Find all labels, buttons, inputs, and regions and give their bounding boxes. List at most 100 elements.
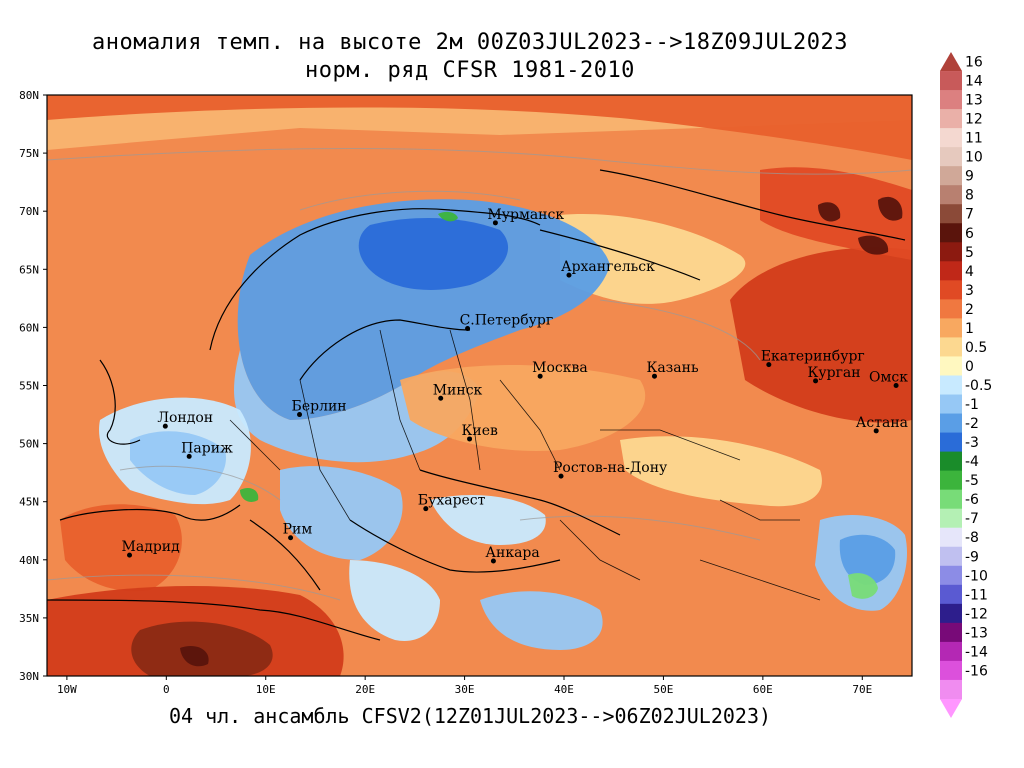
city-marker [537, 373, 543, 379]
city-marker [288, 535, 294, 541]
colorbar-swatch [940, 280, 962, 300]
lon-tick-label: 0 [163, 683, 170, 696]
city-marker [186, 453, 192, 459]
city-label: Бухарест [418, 493, 486, 509]
colorbar-swatch [940, 508, 962, 529]
colorbar-swatch [940, 413, 962, 434]
lon-tick-label: 40E [554, 683, 574, 696]
city-label: Анкара [485, 545, 539, 561]
lat-tick-label: 75N [19, 147, 39, 160]
map-title: аномалия темп. на высоте 2м 00Z03JUL2023… [92, 30, 848, 55]
colorbar-label: 10 [965, 150, 983, 166]
colorbar-swatch [940, 527, 962, 548]
city-marker [438, 395, 444, 401]
city-label: Астана [856, 415, 908, 431]
colorbar-swatch [940, 299, 962, 319]
lon-tick-label: 50E [653, 683, 673, 696]
colorbar-label: -3 [965, 435, 979, 451]
lon-tick-label: 10W [57, 683, 77, 696]
colorbar-label: 9 [965, 169, 974, 185]
lat-tick-label: 60N [19, 321, 39, 334]
colorbar-swatch [940, 128, 962, 148]
colorbar-swatch [940, 394, 962, 415]
city-marker [490, 558, 496, 564]
colorbar-label: -14 [965, 644, 988, 660]
map-subtitle: норм. ряд CFSR 1981-2010 [305, 58, 635, 83]
lat-tick-label: 55N [19, 380, 39, 393]
lat-tick-label: 80N [19, 89, 39, 102]
colorbar-swatch [940, 489, 962, 510]
colorbar-label: 0.5 [965, 340, 987, 356]
city-label: Минск [433, 382, 483, 398]
colorbar-swatch [940, 641, 962, 662]
city-label: Киев [462, 423, 498, 439]
colorbar-swatch [940, 109, 962, 129]
colorbar-swatch [940, 356, 962, 376]
city-label: Берлин [292, 399, 347, 415]
colorbar-swatch [940, 451, 962, 472]
colorbar-swatch [940, 565, 962, 586]
city-marker [566, 272, 572, 278]
colorbar-label: 13 [965, 93, 983, 109]
colorbar-label: 2 [965, 302, 974, 318]
city-label: Казань [646, 360, 698, 376]
colorbar-label: -9 [965, 549, 979, 565]
lat-tick-label: 40N [19, 554, 39, 567]
colorbar-swatch [940, 204, 962, 224]
city-marker [465, 326, 471, 332]
city-marker [558, 473, 564, 479]
colorbar-label: -6 [965, 492, 979, 508]
colorbar-swatch [940, 375, 962, 396]
colorbar-swatch [940, 432, 962, 453]
colorbar-label: 0 [965, 359, 974, 375]
city-label: Москва [532, 360, 588, 376]
lat-tick-label: 30N [19, 670, 39, 683]
city-marker [766, 362, 772, 368]
lon-tick-label: 60E [753, 683, 773, 696]
colorbar-label: -13 [965, 625, 988, 641]
city-label: Омск [869, 370, 908, 386]
colorbar-swatch [940, 318, 962, 338]
colorbar-label: -11 [965, 587, 988, 603]
colorbar-swatch [940, 185, 962, 205]
colorbar-swatch [940, 337, 962, 357]
colorbar-label: -5 [965, 473, 979, 489]
colorbar-label: -2 [965, 416, 979, 432]
colorbar-swatch [940, 679, 962, 700]
colorbar-swatch [940, 52, 962, 72]
colorbar-label: 1 [965, 321, 974, 337]
colorbar-swatch [940, 470, 962, 491]
city-label: Курган [808, 365, 861, 381]
colorbar-swatch [940, 698, 962, 718]
city-label: С.Петербург [460, 313, 554, 329]
colorbar-label: -1 [965, 397, 979, 413]
city-label: Мурманск [487, 207, 564, 223]
colorbar-label: -10 [965, 568, 988, 584]
lat-tick-label: 65N [19, 263, 39, 276]
colorbar-swatch [940, 223, 962, 243]
colorbar-swatch [940, 242, 962, 262]
colorbar-label: 16 [965, 55, 983, 71]
colorbar-swatch [940, 603, 962, 624]
lat-tick-label: 70N [19, 205, 39, 218]
city-marker [127, 552, 133, 558]
colorbar-label: 4 [965, 264, 974, 280]
city-marker [893, 383, 899, 388]
city-marker [162, 423, 168, 429]
colorbar-label: 5 [965, 245, 974, 261]
lon-tick-label: 20E [355, 683, 375, 696]
lon-tick-label: 10E [256, 683, 276, 696]
colorbar-label: -0.5 [965, 378, 992, 394]
city-labels: Мурманск Архангельск С.Петербург Москва Каза… [122, 207, 908, 564]
city-label: Ростов-на-Дону [553, 460, 668, 476]
colorbar-swatch [940, 584, 962, 605]
colorbar-swatch [940, 90, 962, 110]
city-marker [873, 428, 879, 434]
colorbar-label: 7 [965, 207, 974, 223]
anomaly-field [47, 95, 912, 676]
city-marker [651, 373, 657, 379]
city-marker [492, 220, 498, 226]
colorbar-swatch [940, 546, 962, 567]
colorbar-label: 14 [965, 74, 983, 90]
colorbar-label: 6 [965, 226, 974, 242]
